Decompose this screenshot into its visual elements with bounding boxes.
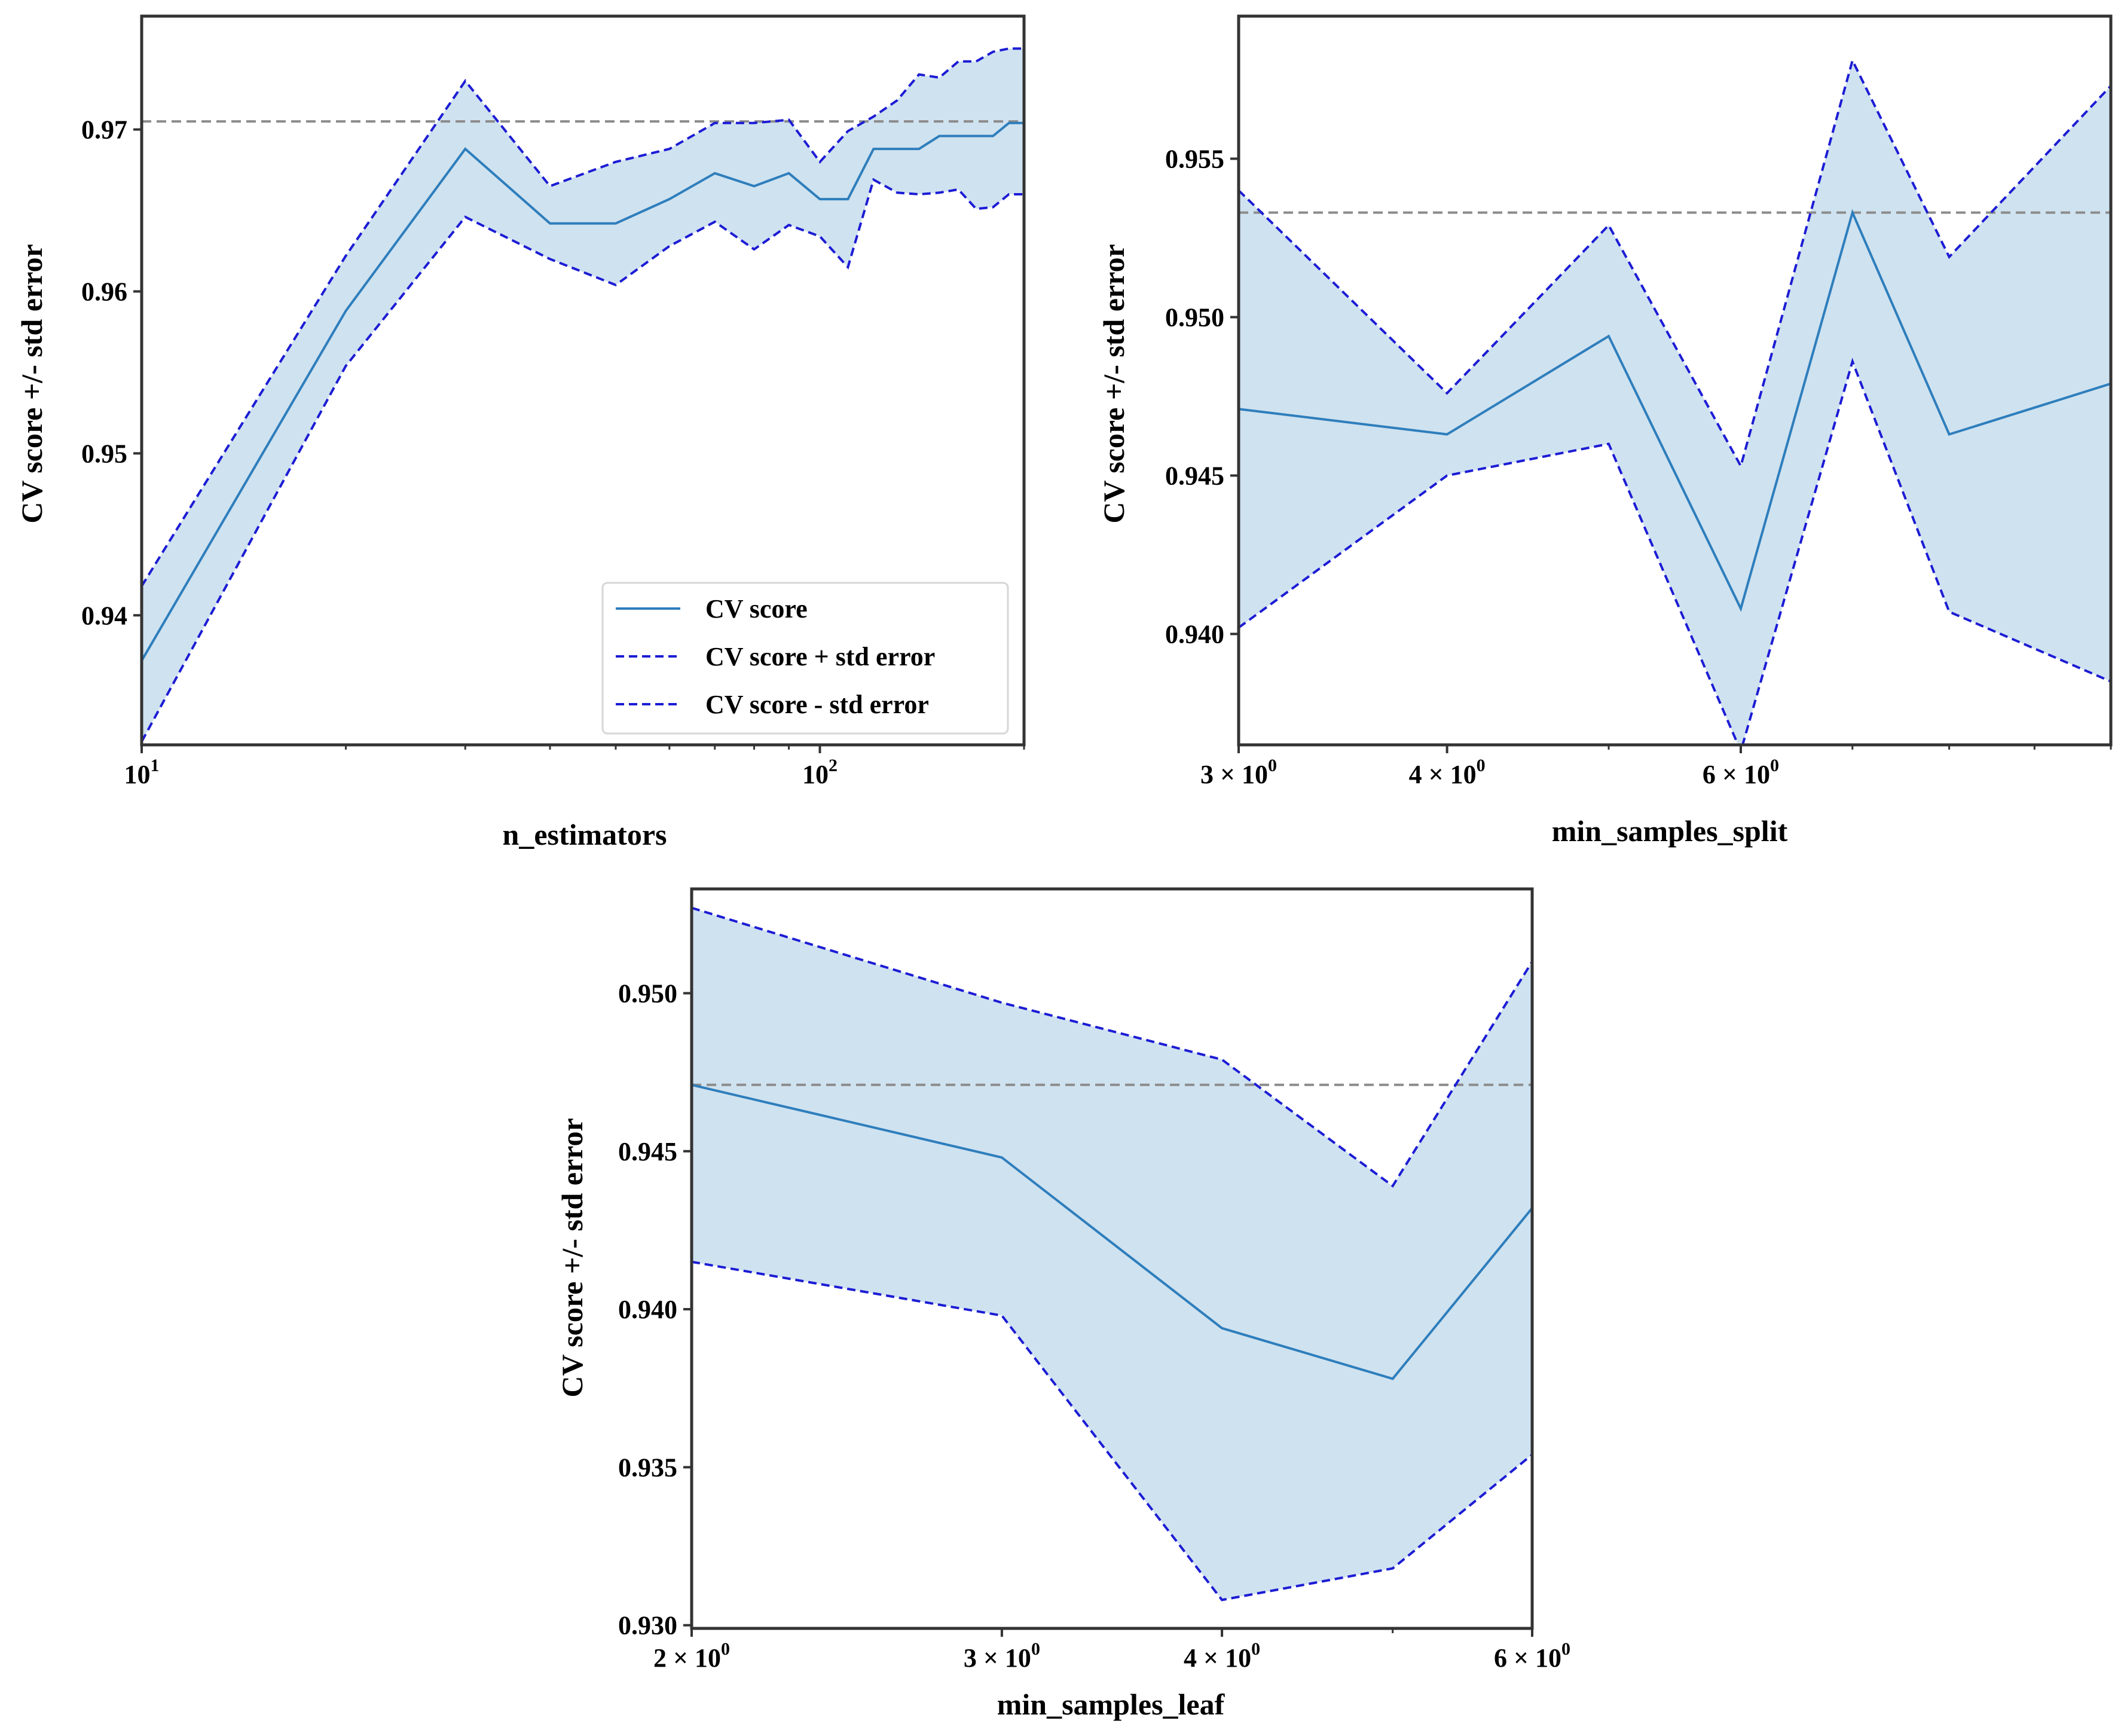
x-tick-label-base: 10	[124, 760, 151, 789]
y-axis-label: CV score +/- std error	[15, 244, 48, 523]
legend-label-cv-score: CV score	[705, 594, 808, 624]
y-tick-label: 0.940	[1165, 620, 1224, 649]
series-cv-score-minus-std-error	[692, 1260, 1532, 1601]
plot-area	[1239, 57, 2111, 745]
y-tick-label: 0.950	[1165, 303, 1224, 332]
chart-n-estimators: n_estimators CV score +/- std error CV s…	[15, 14, 1026, 851]
y-tick-label: 0.94	[81, 601, 127, 630]
series-cv-score-minus-std-error	[1239, 357, 2111, 745]
y-tick-label: 0.945	[618, 1137, 677, 1166]
series-cv-score-plus-std-error	[142, 47, 1024, 587]
std-error-band	[1239, 60, 2111, 745]
y-tick-label: 0.955	[1165, 145, 1224, 174]
series-cv-score	[142, 121, 1024, 662]
std-error-band	[692, 907, 1532, 1600]
x-tick-label: 6 × 100	[1703, 756, 1779, 789]
x-tick-label-base: 6 × 10	[1494, 1643, 1561, 1673]
x-axis-label: min_samples_leaf	[997, 1688, 1225, 1721]
y-tick-label: 0.96	[81, 277, 127, 307]
axes-frame	[690, 887, 1534, 1630]
x-tick-label: 4 × 100	[1184, 1639, 1260, 1673]
x-tick-label-exponent: 2	[829, 756, 838, 775]
std-error-band	[142, 48, 1024, 742]
y-tick-label: 0.945	[1165, 461, 1224, 491]
x-tick-label-exponent: 0	[1031, 1639, 1040, 1659]
y-axis-label: CV score +/- std error	[555, 1118, 589, 1397]
x-tick-label-exponent: 0	[721, 1639, 730, 1659]
legend: CV score CV score + std error CV score -…	[601, 582, 1009, 735]
y-tick-label: 0.97	[81, 115, 127, 145]
x-tick-label-base: 6 × 10	[1703, 760, 1770, 789]
legend-label-cv-plus-std: CV score + std error	[705, 642, 935, 671]
x-tick-label-base: 4 × 10	[1184, 1643, 1251, 1673]
x-tick-label: 3 × 100	[1200, 756, 1277, 789]
chart-min-samples-split: min_samples_split CV score +/- std error…	[1097, 14, 2113, 848]
x-tick-label-base: 3 × 10	[964, 1643, 1031, 1673]
x-axis-label: min_samples_split	[1552, 814, 1788, 848]
y-tick-label: 0.930	[618, 1611, 677, 1640]
x-tick-label-base: 4 × 10	[1409, 760, 1477, 789]
series-cv-score-minus-std-error	[142, 178, 1024, 742]
x-tick-label-base: 2 × 10	[653, 1643, 721, 1673]
x-tick-label-exponent: 0	[1770, 756, 1779, 775]
x-tick-label-base: 10	[802, 760, 829, 789]
x-tick-label-base: 3 × 10	[1200, 760, 1268, 789]
x-tick-label-exponent: 1	[151, 756, 160, 775]
x-tick-label: 101	[124, 756, 160, 789]
x-tick-label-exponent: 0	[1251, 1639, 1260, 1659]
x-tick-label: 6 × 100	[1494, 1639, 1570, 1673]
x-tick-label: 3 × 100	[964, 1639, 1040, 1673]
plot-area	[692, 906, 1532, 1601]
y-axis-label: CV score +/- std error	[1097, 244, 1130, 523]
series-cv-score	[1239, 209, 2111, 612]
y-tick-label: 0.935	[618, 1453, 677, 1482]
x-axis-label: n_estimators	[503, 818, 667, 851]
plot-area	[142, 47, 1024, 742]
axes-frame	[1237, 14, 2113, 747]
x-tick-label-exponent: 0	[1268, 756, 1277, 775]
y-tick-label: 0.950	[618, 979, 677, 1008]
legend-box	[601, 582, 1009, 735]
y-tick-label: 0.940	[618, 1295, 677, 1324]
chart-min-samples-leaf: min_samples_leaf CV score +/- std error …	[555, 887, 1570, 1721]
x-tick-label: 4 × 100	[1409, 756, 1486, 789]
legend-label-cv-minus-std: CV score - std error	[705, 690, 929, 719]
x-tick-label-exponent: 0	[1561, 1639, 1570, 1659]
axes-frame	[140, 14, 1026, 747]
y-tick-label: 0.95	[81, 439, 127, 468]
x-tick-label-exponent: 0	[1477, 756, 1486, 775]
series-cv-score-plus-std-error	[1239, 57, 2111, 469]
x-tick-label: 102	[802, 756, 838, 789]
series-cv-score-plus-std-error	[692, 906, 1532, 1188]
x-tick-label: 2 × 100	[653, 1639, 730, 1673]
series-cv-score	[692, 1083, 1532, 1380]
